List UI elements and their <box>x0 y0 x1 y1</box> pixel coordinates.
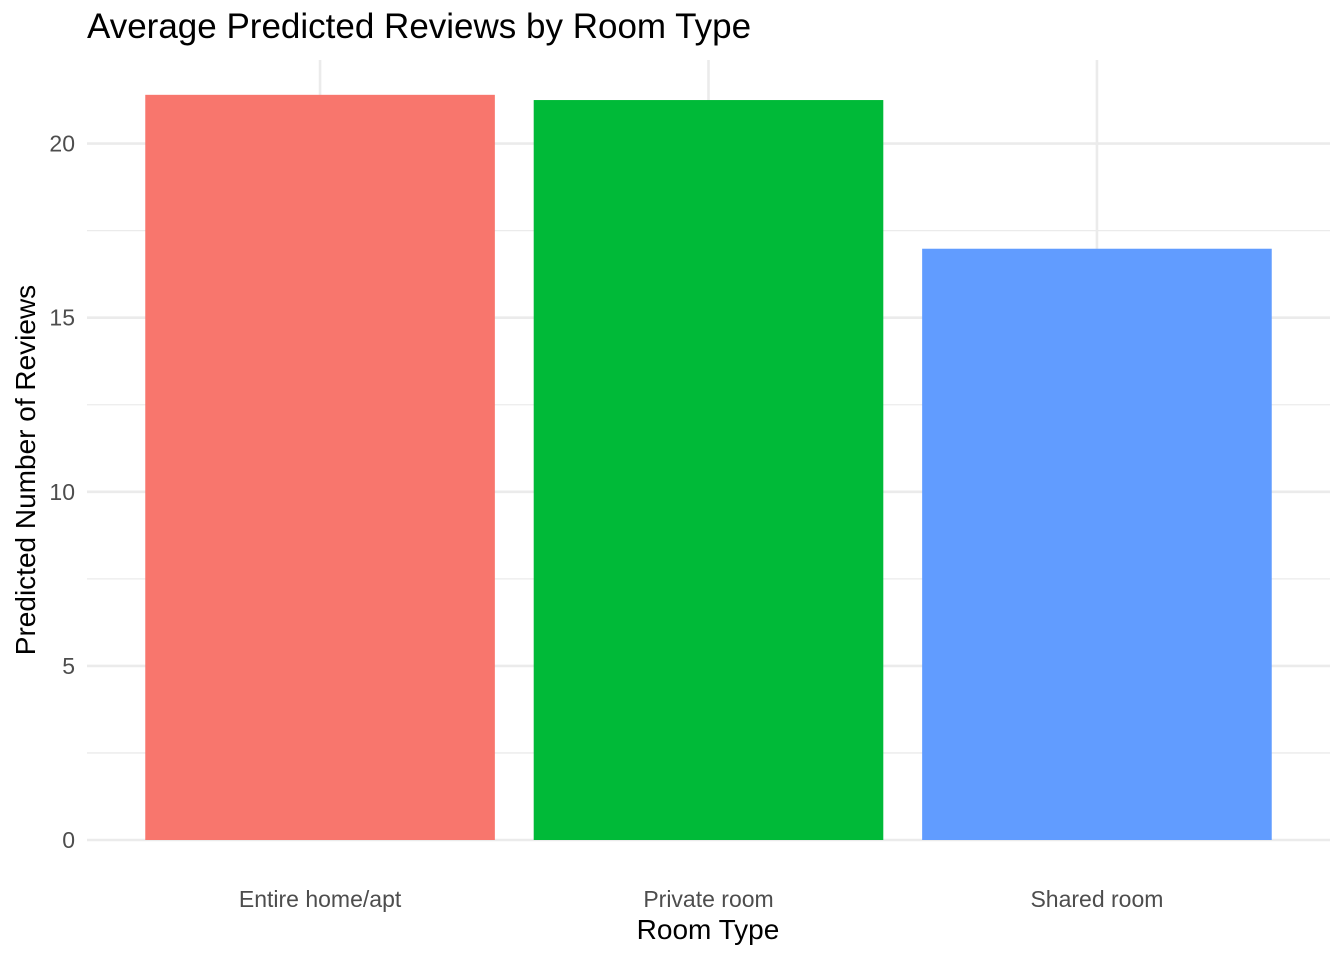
bars <box>145 94 1272 841</box>
x-tick-label: Private room <box>643 886 773 912</box>
y-axis-ticks: 0 5 10 15 20 <box>49 131 75 853</box>
y-tick-label: 10 <box>49 479 75 505</box>
y-tick-label: 15 <box>49 305 75 331</box>
x-tick-label: Entire home/apt <box>239 886 402 912</box>
y-tick-label: 20 <box>49 131 75 157</box>
bar-private-room <box>533 100 884 841</box>
chart-title: Average Predicted Reviews by Room Type <box>87 7 751 46</box>
x-axis-ticks: Entire home/apt Private room Shared room <box>239 886 1164 912</box>
y-tick-label: 0 <box>62 827 75 853</box>
bar-entire-home-apt <box>145 94 495 841</box>
bar-shared-room <box>922 248 1272 840</box>
x-axis-title: Room Type <box>637 914 780 945</box>
x-tick-label: Shared room <box>1030 886 1163 912</box>
y-tick-label: 5 <box>62 653 75 679</box>
y-axis-title: Predicted Number of Reviews <box>10 285 41 655</box>
